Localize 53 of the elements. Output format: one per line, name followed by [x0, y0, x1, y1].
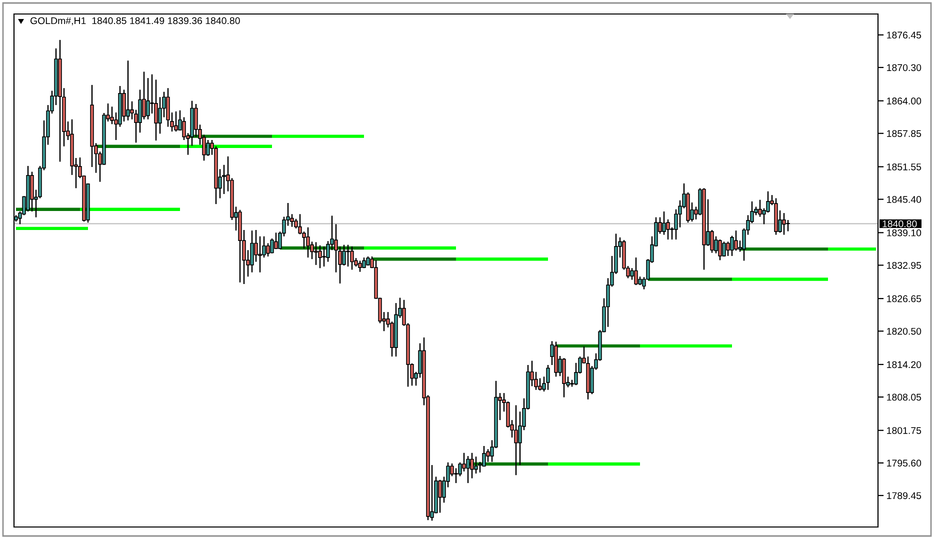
- candlestick: [462, 452, 466, 472]
- chart-title: GOLDm#,H1 1840.85 1841.49 1839.36 1840.80: [30, 17, 240, 26]
- y-tick-label: 1789.45: [887, 492, 922, 500]
- candlestick: [470, 452, 474, 479]
- candlestick: [634, 256, 638, 286]
- candlestick: [222, 164, 226, 195]
- candlestick: [718, 238, 722, 261]
- candlestick: [358, 260, 362, 272]
- ref-line-label: 1840.80: [882, 220, 917, 228]
- candlestick: [174, 110, 178, 132]
- y-tick-label: 1864.00: [887, 98, 922, 104]
- y-tick-label: 1870.30: [887, 64, 922, 72]
- y-tick-label: 1857.85: [887, 130, 922, 137]
- candlestick: [274, 232, 278, 250]
- y-tick-label: 1814.20: [887, 361, 922, 368]
- y-tick-label: 1876.45: [887, 32, 922, 39]
- candlestick: [454, 468, 458, 484]
- candlestick: [166, 87, 170, 128]
- candlestick: [306, 226, 310, 258]
- y-tick-label: 1801.75: [887, 427, 922, 434]
- candlestick: [722, 241, 726, 258]
- y-tick-label: 1820.50: [887, 328, 922, 335]
- candlestick: [146, 77, 150, 120]
- candlestick: [438, 479, 442, 514]
- candlestick: [630, 267, 634, 280]
- candlestick: [206, 139, 210, 157]
- candlestick: [158, 96, 162, 134]
- candlestick: [250, 230, 254, 273]
- y-tick-label: 1851.55: [887, 163, 922, 170]
- candlestick: [546, 364, 550, 391]
- candlestick: [318, 244, 322, 269]
- y-tick-label: 1808.05: [887, 394, 922, 401]
- candlestick: [346, 244, 350, 268]
- candlestick: [486, 448, 490, 463]
- y-tick-label: 1839.10: [887, 229, 922, 236]
- candlestick: [266, 242, 270, 258]
- candlestick: [782, 212, 786, 236]
- candlestick: [342, 244, 346, 266]
- candlestick: [734, 230, 738, 252]
- y-tick-label: 1795.60: [887, 460, 922, 467]
- candlestick: [126, 60, 130, 122]
- candlestick: [786, 219, 790, 232]
- candlestick: [466, 455, 470, 484]
- candlestick: [350, 246, 354, 270]
- y-tick-label: 1832.95: [887, 262, 922, 269]
- candlestick: [314, 242, 318, 266]
- y-tick-label: 1826.65: [887, 295, 922, 302]
- candlestick: [322, 246, 326, 268]
- candlestick: [474, 456, 478, 474]
- y-tick-label: 1845.40: [887, 196, 922, 203]
- candlestick: [726, 241, 730, 257]
- candlestick: [514, 404, 518, 476]
- candlestick: [662, 210, 666, 236]
